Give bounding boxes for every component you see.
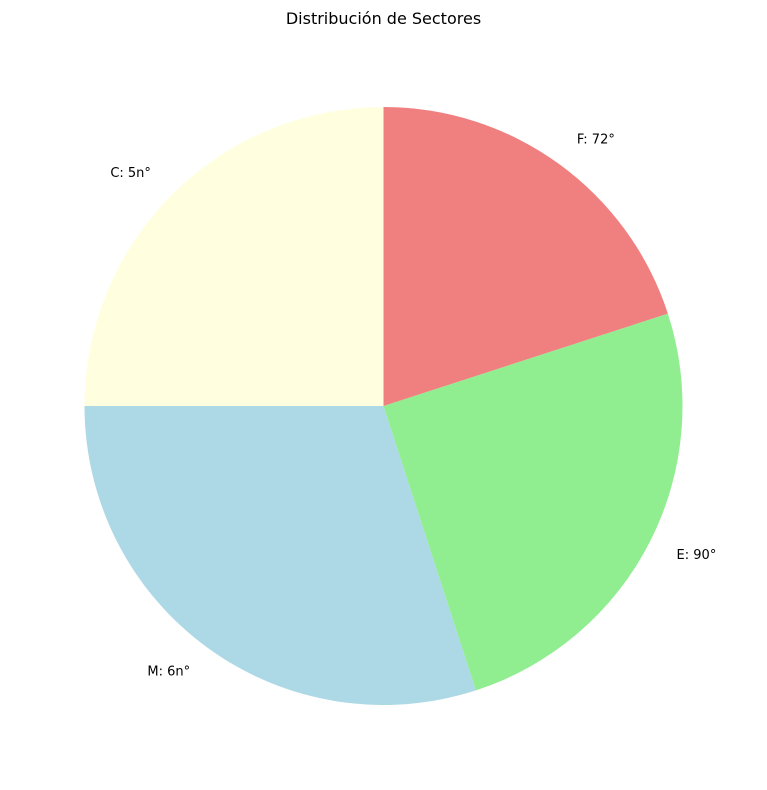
pie-labels: C: 5n° M: 6n° E: 90° F: 72°	[110, 132, 716, 679]
pie-slice-label-2: E: 90°	[677, 548, 717, 563]
pie-slice-label-3: F: 72°	[577, 132, 615, 147]
chart-title: Distribución de Sectores	[286, 9, 481, 28]
pie-slice-3	[383, 107, 668, 406]
pie-slice-label-1: M: 6n°	[147, 665, 190, 680]
pie-slices	[84, 107, 683, 705]
pie-slice-0	[84, 107, 384, 406]
pie-slice-2	[383, 313, 683, 691]
pie-slice-1	[84, 406, 476, 705]
pie-slice-label-0: C: 5n°	[110, 166, 151, 181]
